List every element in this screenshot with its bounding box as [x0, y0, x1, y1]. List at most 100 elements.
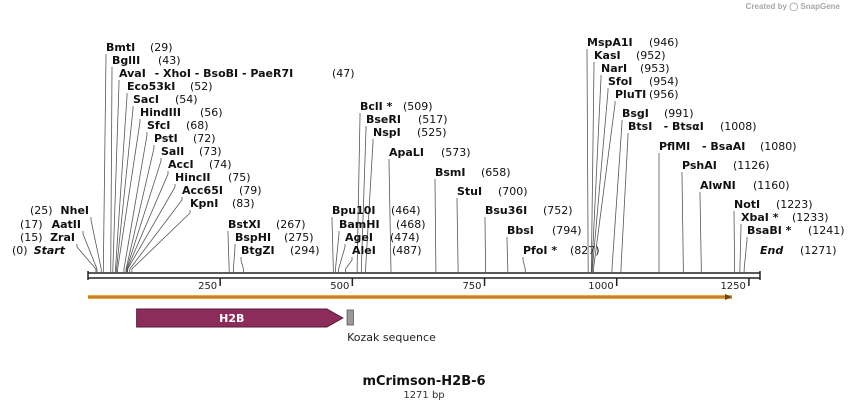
site-position: (83) — [232, 197, 255, 210]
site-leader-line — [126, 158, 162, 273]
site-label: BmtI — [106, 41, 135, 54]
axis-tick-label: 1250 — [720, 281, 745, 292]
site-label: Eco53kI — [127, 80, 175, 93]
site-label: StuI — [457, 185, 482, 198]
site-position: (1241) — [808, 224, 845, 237]
site-label: BseRI — [366, 113, 401, 126]
site-label: BtsI — [628, 120, 652, 133]
site-position: (25) — [30, 204, 53, 217]
site-label: BtgZI — [241, 244, 275, 257]
site-label: NheI — [60, 204, 89, 217]
site-position: (1160) — [753, 179, 790, 192]
site-leader-line — [116, 106, 134, 273]
site-leader-line — [345, 257, 353, 273]
site-position: (275) — [284, 231, 314, 244]
site-label: Bsu36I — [485, 204, 527, 217]
site-position: (1126) — [733, 159, 770, 172]
site-position: (47) — [332, 67, 355, 80]
site-position: (75) — [228, 171, 251, 184]
site-position: (1080) — [760, 140, 797, 153]
site-position: (1223) — [776, 198, 813, 211]
site-label: BclI * — [360, 100, 393, 113]
site-leader-line — [611, 120, 623, 273]
site-label: BspHI — [235, 231, 271, 244]
site-label: ApaLI — [389, 146, 424, 159]
site-position: (52) — [190, 80, 213, 93]
site-leader-line — [227, 231, 230, 273]
site-leader-line — [82, 231, 98, 273]
site-label: HincII — [175, 171, 211, 184]
site-label: BsgI — [622, 107, 649, 120]
site-position: (658) — [481, 166, 511, 179]
site-label: BstXI — [228, 218, 261, 231]
site-leader-line — [117, 119, 141, 273]
site-position: (573) — [441, 146, 471, 159]
site-leader-line — [129, 197, 183, 273]
site-leader-line — [739, 224, 742, 273]
axis-tick-label: 750 — [462, 281, 481, 292]
site-leader-line — [522, 257, 526, 273]
site-position: (79) — [239, 184, 262, 197]
site-position: (464) — [391, 204, 421, 217]
site-position: (1271) — [800, 244, 837, 257]
site-position: (17) — [20, 218, 43, 231]
site-label: End — [760, 244, 783, 257]
site-leader-line — [127, 184, 176, 273]
site-position: (267) — [276, 218, 306, 231]
site-label: NotI — [734, 198, 760, 211]
site-label: KasI — [594, 49, 621, 62]
axis-tick-label: 1000 — [588, 281, 613, 292]
site-position: (474) — [390, 231, 420, 244]
site-label: Acc65I — [182, 184, 223, 197]
site-label: SalI — [161, 145, 184, 158]
site-position: (794) — [552, 224, 582, 237]
site-leader-line — [591, 88, 609, 273]
site-position: (952) — [636, 49, 666, 62]
site-position: (525) — [417, 126, 447, 139]
site-label: ZraI — [50, 231, 75, 244]
axis-tick-label: 250 — [198, 281, 217, 292]
site-leader-line — [681, 172, 684, 273]
site-label-extra: - BsaAI — [702, 140, 745, 153]
site-label: BsmI — [435, 166, 466, 179]
site-leader-line — [112, 80, 120, 273]
site-label: SfcI — [147, 119, 170, 132]
site-leader-line — [126, 171, 169, 273]
site-leader-line — [365, 139, 374, 273]
site-leader-line — [434, 179, 437, 273]
site-leader-line — [131, 210, 191, 273]
site-label: NarI — [601, 62, 627, 75]
site-label: PshAI — [682, 159, 717, 172]
site-leader-line — [240, 257, 244, 273]
site-position: (991) — [664, 107, 694, 120]
h2b-feature-label: H2B — [219, 312, 244, 325]
site-position: (294) — [290, 244, 320, 257]
site-leader-line — [456, 198, 459, 273]
site-position: (1008) — [720, 120, 757, 133]
site-leader-line — [506, 237, 509, 273]
site-position: (43) — [158, 54, 181, 67]
site-label: SacI — [133, 93, 159, 106]
site-position: (0) — [12, 244, 28, 257]
kozak-feature-label: Kozak sequence — [347, 331, 436, 344]
site-position: (752) — [543, 204, 573, 217]
site-position: (72) — [193, 132, 216, 145]
orf-arrowhead — [725, 294, 732, 300]
site-leader-line — [620, 133, 629, 273]
site-position: (54) — [175, 93, 198, 106]
site-position: (468) — [396, 218, 426, 231]
site-leader-line — [331, 217, 334, 273]
site-leader-line — [733, 211, 736, 273]
site-label: NspI — [373, 126, 401, 139]
site-leader-line — [125, 145, 155, 273]
site-leader-line — [232, 244, 236, 273]
site-leader-line — [123, 132, 148, 273]
site-leader-line — [360, 126, 367, 273]
site-label: Start — [34, 244, 66, 257]
site-label: PflMI — [659, 140, 690, 153]
site-label: AvaI — [119, 67, 146, 80]
site-leader-line — [743, 237, 748, 273]
site-leader-line — [586, 49, 589, 273]
site-label: BbsI — [507, 224, 534, 237]
